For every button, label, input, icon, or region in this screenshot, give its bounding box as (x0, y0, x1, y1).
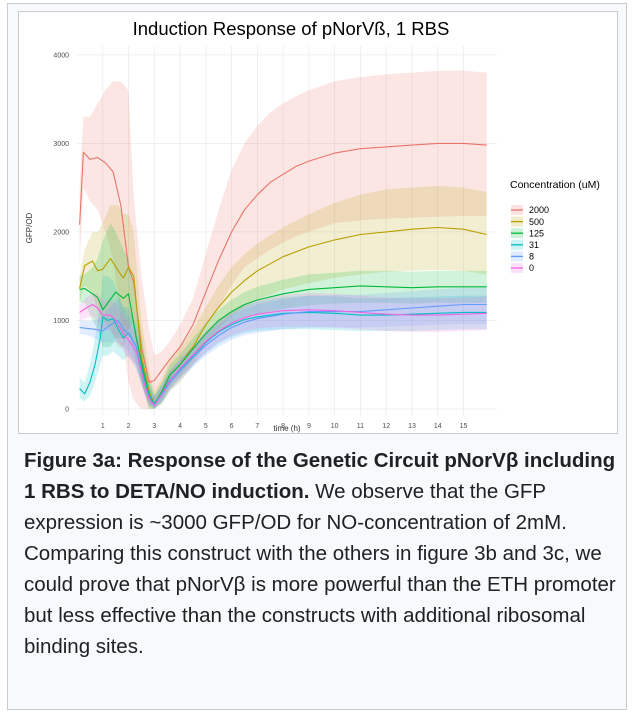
x-tick-label: 8 (281, 423, 285, 430)
series-line-8 (79, 303, 487, 406)
legend-label-500: 500 (529, 217, 544, 227)
x-tick-label: 4 (178, 423, 182, 430)
ribbon-0 (79, 293, 487, 409)
series-line-2000 (79, 142, 487, 383)
caption-title: Figure 3a: Response of the Genetic Circu… (24, 449, 616, 503)
y-tick-label: 0 (65, 406, 69, 413)
x-tick-label: 3 (152, 423, 156, 430)
x-tick-label: 2 (127, 423, 131, 430)
legend-label-8: 8 (529, 252, 534, 262)
y-tick-labels: 0 1000 2000 3000 4000 (53, 52, 69, 413)
x-tick-label: 5 (204, 423, 208, 430)
y-tick-label: 3000 (53, 141, 69, 148)
x-tick-label: 6 (230, 423, 234, 430)
y-tick-label: 2000 (53, 229, 69, 236)
y-tick-label: 4000 (53, 52, 69, 59)
legend-label-0: 0 (529, 263, 534, 273)
x-tick-label: 11 (357, 423, 364, 430)
x-tick-label: 14 (434, 423, 442, 430)
legend-label-125: 125 (529, 228, 544, 238)
line-chart: 1 2 3 4 5 6 7 8 9 10 11 12 13 14 15 01000200030004000 … (19, 12, 617, 433)
x-tick-label: 15 (460, 423, 468, 430)
series-lines (79, 142, 487, 406)
x-tick-label: 9 (307, 423, 311, 430)
legend-label-2000: 2000 (529, 205, 549, 215)
chart-background (19, 12, 617, 433)
x-tick-labels: 1 2 3 4 5 6 7 8 9 10 11 12 13 14 15 (101, 423, 468, 430)
x-tick-label: 7 (255, 423, 259, 430)
chart-frame: 1 2 3 4 5 6 7 8 9 10 11 12 13 14 15 0 1000 2000 3000 4000 … (18, 11, 618, 434)
ribbon-500 (79, 185, 487, 409)
ribbon-8 (79, 287, 487, 409)
x-axis-label: time (h) (273, 424, 300, 433)
x-tick-label: 12 (382, 423, 390, 430)
series-line-125 (79, 285, 487, 406)
chart-title: Induction Response of pNorVß, 1 RBS (133, 18, 450, 39)
x-tick-label: 13 (408, 423, 416, 430)
x-tick-label: 10 (331, 423, 339, 430)
series-line-0 (79, 303, 487, 406)
caption-body: We observe that the GFP expression is ~3… (24, 480, 616, 658)
ribbon-31 (79, 276, 487, 409)
x-tick-label: 1 (101, 423, 105, 430)
figure-container: 1 2 3 4 5 6 7 8 9 10 11 12 13 14 15 0 1000 2000 3000 4000 … (7, 3, 627, 710)
figure-caption: Figure 3a: Response of the Genetic Circu… (24, 445, 619, 662)
series-line-31 (79, 311, 487, 405)
y-tick-label: 1000 (53, 318, 69, 325)
ribbon-2000 (79, 70, 487, 409)
legend-label-31: 31 (529, 240, 539, 250)
legend-title: Concentration (uM) (510, 179, 600, 191)
y-axis-label: GFP/OD (25, 212, 34, 243)
